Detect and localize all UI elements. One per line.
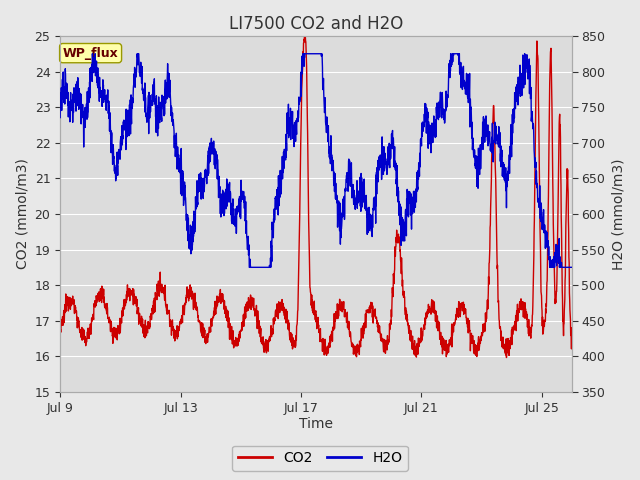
- Title: LI7500 CO2 and H2O: LI7500 CO2 and H2O: [229, 15, 403, 33]
- X-axis label: Time: Time: [299, 418, 333, 432]
- Legend: CO2, H2O: CO2, H2O: [232, 445, 408, 471]
- Text: WP_flux: WP_flux: [63, 47, 118, 60]
- Y-axis label: H2O (mmol/m3): H2O (mmol/m3): [611, 158, 625, 270]
- Y-axis label: CO2 (mmol/m3): CO2 (mmol/m3): [15, 158, 29, 269]
